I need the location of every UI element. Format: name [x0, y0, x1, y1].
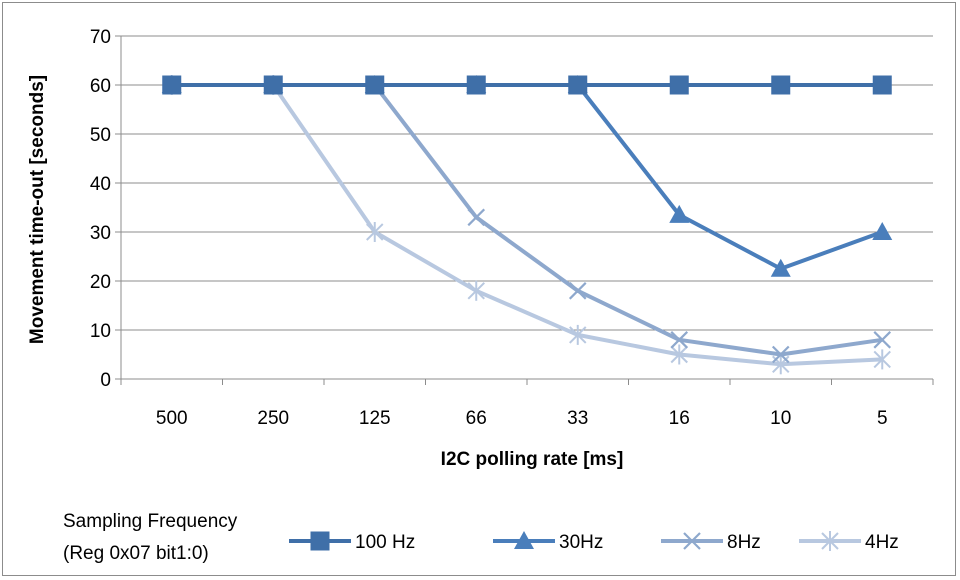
triangle-marker [514, 531, 534, 549]
x-marker [670, 331, 689, 349]
legend-label: 30Hz [559, 532, 603, 553]
series-8hz [162, 76, 892, 364]
x-tick-label: 5 [877, 408, 888, 429]
series-line [171, 83, 883, 367]
legend-label: 8Hz [727, 532, 761, 553]
y-tick-label: 0 [100, 370, 111, 391]
series-4hz [163, 75, 891, 375]
x-tick-label: 10 [770, 408, 791, 429]
star-marker [670, 344, 688, 365]
star-marker [569, 324, 587, 345]
x-tick-label: 66 [466, 408, 487, 429]
legend-item: 30Hz [493, 531, 603, 553]
legend-label: 100 Hz [355, 532, 415, 553]
square-marker [162, 75, 182, 95]
x-marker [467, 208, 486, 227]
legend-item: 100 Hz [289, 531, 415, 553]
y-tick-label: 30 [90, 223, 111, 244]
y-axis-title: Movement time-out [seconds] [27, 75, 48, 344]
x-marker [873, 331, 892, 349]
y-tick-label: 50 [90, 125, 111, 146]
legend-title-line-2: (Reg 0x07 bit1:0) [63, 543, 209, 564]
series-line [171, 83, 883, 271]
x-tick-label: 16 [669, 408, 690, 429]
triangle-marker [770, 258, 791, 277]
x-axis-title: I2C polling rate [ms] [441, 449, 624, 470]
x-tick-label: 250 [257, 408, 289, 429]
series-lines [161, 75, 893, 375]
legend-title-line-1: Sampling Frequency [63, 511, 238, 532]
x-tick-label: 33 [567, 408, 588, 429]
square-marker [669, 75, 689, 95]
star-marker [873, 349, 891, 370]
square-marker [466, 75, 486, 95]
series-100-hz [162, 75, 892, 95]
x-tick-label: 500 [156, 408, 188, 429]
y-tick-label: 10 [90, 321, 111, 342]
legend: Sampling Frequency (Reg 0x07 bit1:0) 100… [63, 511, 899, 564]
x-marker [568, 282, 587, 300]
y-tick-label: 60 [90, 76, 111, 97]
star-marker [366, 222, 384, 242]
line-chart: 0 10 20 30 40 50 60 70 500 250 125 66 33 16 10 5 Moveme… [27, 27, 934, 564]
legend-items: 100 Hz 30Hz 8Hz 4Hz [289, 531, 899, 553]
star-marker [821, 531, 839, 551]
x-marker [771, 345, 790, 364]
square-marker [263, 75, 283, 95]
axes [115, 35, 934, 385]
tick-labels: 0 10 20 30 40 50 60 70 500 250 125 66 33 16 10 5 [90, 27, 888, 429]
square-marker [568, 75, 588, 95]
square-marker [872, 75, 892, 95]
square-marker [365, 75, 385, 95]
x-tick-label: 125 [359, 408, 391, 429]
triangle-marker [872, 222, 893, 240]
y-tick-label: 20 [90, 272, 111, 293]
triangle-marker [669, 204, 690, 223]
series-30hz [161, 75, 893, 277]
square-marker [310, 531, 330, 551]
legend-item: 8Hz [661, 532, 761, 553]
square-marker [771, 75, 791, 95]
x-marker [683, 532, 701, 550]
gridlines [121, 35, 933, 331]
legend-item: 4Hz [799, 531, 899, 553]
y-tick-label: 40 [90, 174, 111, 195]
star-marker [467, 280, 485, 301]
y-tick-label: 70 [90, 27, 111, 48]
legend-label: 4Hz [865, 532, 899, 553]
